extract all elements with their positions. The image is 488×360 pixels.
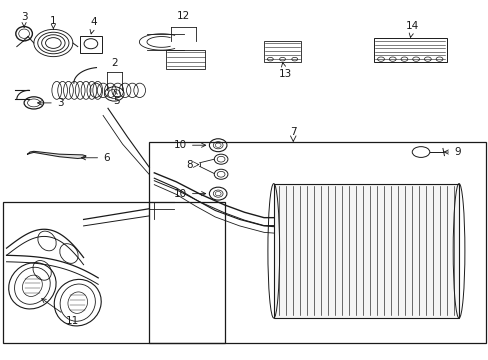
Bar (264, 41, 301, 62)
Text: 7: 7 (289, 127, 296, 137)
Text: 8: 8 (186, 159, 193, 170)
Text: 3: 3 (21, 12, 27, 27)
Text: 3: 3 (38, 98, 63, 108)
Text: 2: 2 (111, 58, 118, 68)
Bar (80, 36, 102, 53)
Text: 1: 1 (50, 17, 57, 29)
Bar (3, 202, 224, 343)
Bar (273, 184, 458, 318)
Bar (149, 142, 485, 343)
Text: 10: 10 (173, 189, 205, 199)
Text: 5: 5 (113, 90, 120, 106)
Text: 12: 12 (177, 12, 190, 22)
Text: 4: 4 (90, 17, 97, 34)
Bar (373, 39, 446, 62)
Bar (166, 50, 205, 69)
Text: 14: 14 (405, 21, 419, 37)
Text: 11: 11 (41, 299, 80, 325)
Polygon shape (27, 151, 86, 158)
Text: 9: 9 (443, 147, 460, 157)
Text: 10: 10 (173, 140, 205, 150)
Text: 6: 6 (81, 153, 109, 163)
Text: 13: 13 (278, 63, 291, 79)
